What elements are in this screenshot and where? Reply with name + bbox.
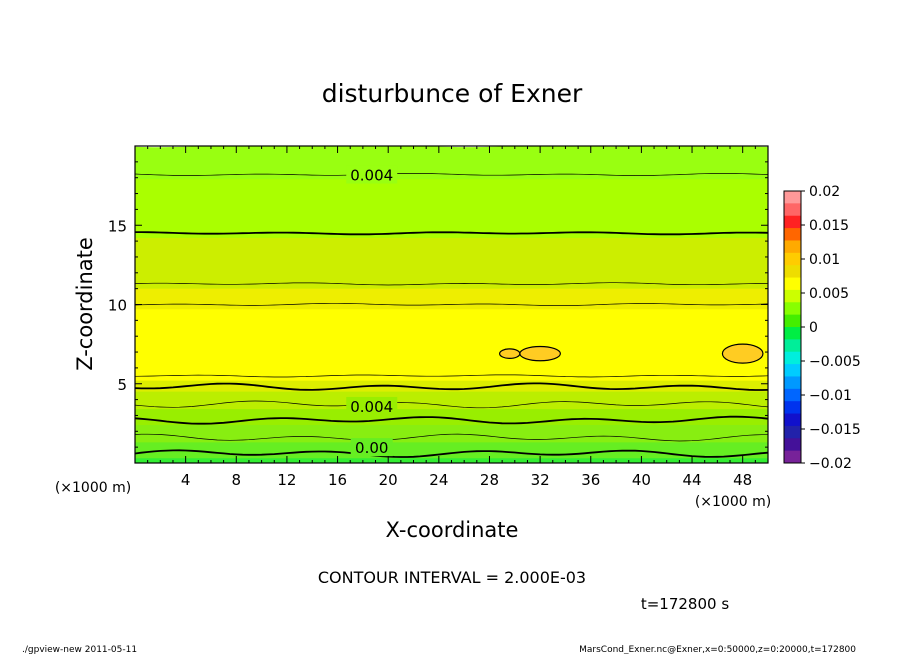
colorbar-swatch — [784, 438, 801, 452]
contour-band — [135, 282, 768, 310]
y-axis-ticks: 5 10 15 — [108, 161, 768, 448]
colorbar-swatch — [784, 339, 801, 353]
colorbar-swatch — [784, 450, 801, 464]
colorbar-swatch — [784, 413, 801, 427]
colorbar-swatch — [784, 265, 801, 279]
colorbar: 0.02 0.015 0.01 0.005 0 −0.005 −0.01 −0.015 −0.0… — [783, 184, 861, 472]
colorbar-swatch — [784, 314, 801, 328]
colorbar-tick-label: 0.01 — [809, 252, 840, 268]
colorbar-swatch — [784, 203, 801, 217]
x-unit-right: (×1000 m) — [695, 494, 771, 510]
contour-band — [135, 146, 768, 180]
x-tick-label: 40 — [632, 471, 651, 489]
contour-label: 0.004 — [350, 398, 393, 416]
colorbar-tick-label: 0 — [809, 320, 818, 336]
colorbar-tick-label: −0.005 — [809, 354, 861, 370]
x-tick-label: 24 — [429, 471, 448, 489]
colorbar-swatch — [784, 401, 801, 415]
x-tick-label: 48 — [733, 471, 752, 489]
x-tick-label: 4 — [181, 471, 191, 489]
footer-left: ./gpview-new 2011-05-11 — [22, 645, 137, 654]
closed-contour — [721, 343, 764, 364]
y-tick-label: 10 — [108, 297, 127, 315]
x-tick-label: 32 — [531, 471, 550, 489]
contour-label-bg — [346, 396, 398, 415]
time-stamp: t=172800 s — [641, 595, 729, 613]
contour-line — [135, 382, 768, 391]
x-tick-label: 20 — [379, 471, 398, 489]
colorbar-swatch — [784, 240, 801, 254]
x-axis-ticks: 4 8 12 16 20 24 28 32 36 40 44 48 — [147, 146, 756, 489]
colorbar-swatch — [784, 215, 801, 229]
colorbar-swatch — [784, 351, 801, 365]
colorbar-swatch — [784, 191, 801, 204]
x-tick-label: 44 — [682, 471, 701, 489]
contour-line — [135, 433, 768, 442]
contour-band — [135, 173, 768, 238]
colorbar-swatch — [784, 228, 801, 241]
contour-label: 0.004 — [350, 167, 393, 185]
colorbar-swatch — [784, 388, 801, 402]
x-axis-label: X-coordinate — [386, 518, 519, 542]
closed-contour — [499, 348, 521, 359]
x-unit-left: (×1000 m) — [55, 480, 131, 496]
colorbar-swatch — [784, 364, 801, 377]
contour-label: 0.00 — [355, 439, 388, 457]
x-tick-label: 28 — [480, 471, 499, 489]
contour-label-bg — [350, 438, 393, 457]
footer-right: MarsCond_Exner.nc@Exner,x=0:50000,z=0:20… — [579, 645, 856, 654]
y-tick-label: 5 — [117, 376, 127, 394]
x-tick-label: 8 — [232, 471, 242, 489]
y-axis-label: Z-coordinate — [73, 237, 97, 371]
contour-line — [135, 172, 768, 176]
contour-line — [135, 231, 768, 236]
contour-interval: CONTOUR INTERVAL = 2.000E-03 — [318, 568, 586, 587]
contour-line — [135, 400, 768, 409]
colorbar-swatch — [784, 327, 801, 340]
colorbar-swatch — [784, 302, 801, 316]
y-tick-label: 15 — [108, 217, 127, 235]
contour-labels: 0.004 0.004 0.00 — [346, 165, 398, 457]
colorbar-swatch — [784, 425, 801, 439]
closed-contour — [519, 345, 561, 362]
colorbar-swatch — [784, 376, 801, 390]
contour-line — [135, 449, 768, 458]
contour-line — [135, 415, 768, 425]
contour-line — [135, 374, 768, 378]
colorbar-tick-label: −0.01 — [809, 388, 852, 404]
filled-contour-bands — [135, 146, 768, 463]
colorbar-tick-label: 0.015 — [809, 218, 849, 234]
colorbar-swatch — [784, 277, 801, 291]
colorbar-swatch — [784, 289, 801, 303]
contour-line — [135, 302, 768, 306]
colorbar-tick-label: 0.005 — [809, 286, 849, 302]
x-tick-label: 16 — [328, 471, 347, 489]
colorbar-swatch — [784, 252, 801, 266]
colorbar-tick-label: −0.02 — [809, 456, 852, 472]
contour-label-bg — [346, 165, 398, 184]
contour-line — [135, 282, 768, 286]
colorbar-tick-label: 0.02 — [809, 184, 840, 200]
contour-band — [135, 232, 768, 289]
contour-band — [135, 303, 768, 381]
x-tick-label: 12 — [277, 471, 296, 489]
colorbar-tick-label: −0.015 — [809, 422, 861, 438]
contour-lines — [135, 172, 768, 458]
x-tick-label: 36 — [581, 471, 600, 489]
chart-title: disturbunce of Exner — [322, 79, 583, 108]
